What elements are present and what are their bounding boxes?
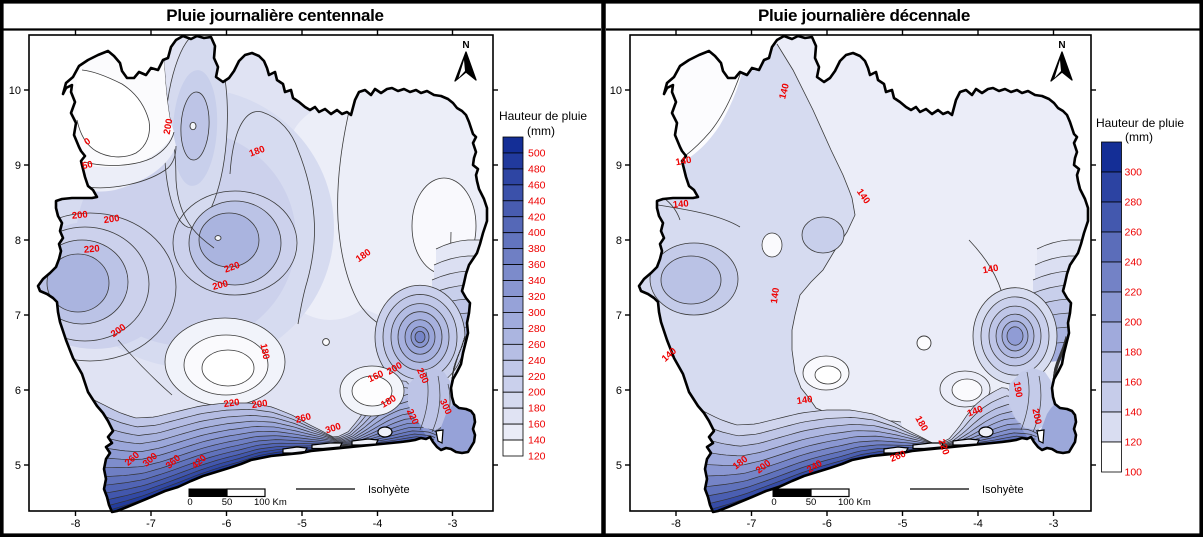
svg-text:120: 120 — [1125, 437, 1143, 449]
svg-text:480: 480 — [528, 163, 546, 175]
svg-text:(mm): (mm) — [527, 124, 555, 138]
svg-text:Isohyète: Isohyète — [982, 484, 1024, 496]
svg-text:0: 0 — [187, 497, 192, 508]
svg-text:160: 160 — [1125, 377, 1143, 389]
svg-text:50: 50 — [222, 497, 233, 508]
svg-text:500: 500 — [528, 147, 546, 159]
svg-text:140: 140 — [777, 82, 792, 100]
svg-text:120: 120 — [528, 451, 546, 463]
svg-text:5: 5 — [616, 460, 622, 472]
svg-text:8: 8 — [616, 235, 622, 247]
svg-text:Pluie journalière décennale: Pluie journalière décennale — [758, 6, 970, 25]
svg-text:0: 0 — [771, 497, 776, 508]
svg-text:(mm): (mm) — [1125, 130, 1153, 144]
svg-text:200: 200 — [251, 398, 268, 411]
svg-text:280: 280 — [1125, 197, 1143, 209]
svg-text:320: 320 — [528, 291, 546, 303]
svg-text:300: 300 — [1125, 167, 1143, 179]
svg-text:180: 180 — [248, 144, 267, 160]
svg-text:200: 200 — [162, 118, 176, 136]
svg-text:-4: -4 — [973, 518, 983, 530]
svg-text:300: 300 — [528, 307, 546, 319]
svg-text:100 Km: 100 Km — [838, 497, 871, 508]
svg-text:340: 340 — [528, 275, 546, 287]
svg-text:9: 9 — [616, 160, 622, 172]
svg-text:140: 140 — [528, 435, 546, 447]
svg-text:200: 200 — [211, 278, 229, 293]
svg-text:8: 8 — [15, 235, 21, 247]
svg-text:140: 140 — [966, 404, 985, 420]
svg-text:5: 5 — [15, 460, 21, 472]
svg-text:140: 140 — [1125, 407, 1143, 419]
svg-text:200: 200 — [1029, 408, 1043, 426]
svg-text:-5: -5 — [297, 518, 307, 530]
svg-text:140: 140 — [982, 263, 1000, 277]
svg-text:260: 260 — [528, 339, 546, 351]
svg-text:380: 380 — [528, 243, 546, 255]
svg-text:220: 220 — [223, 397, 240, 410]
svg-text:Hauteur de pluie: Hauteur de pluie — [1096, 116, 1184, 130]
svg-text:9: 9 — [15, 160, 21, 172]
svg-text:100 Km: 100 Km — [254, 497, 287, 508]
svg-text:-7: -7 — [146, 518, 156, 530]
svg-text:140: 140 — [796, 394, 813, 407]
svg-text:440: 440 — [528, 195, 546, 207]
svg-text:360: 360 — [528, 259, 546, 271]
svg-text:280: 280 — [528, 323, 546, 335]
svg-text:-8: -8 — [671, 518, 681, 530]
svg-text:N: N — [1058, 40, 1065, 51]
svg-text:160: 160 — [528, 419, 546, 431]
svg-text:180: 180 — [257, 343, 271, 361]
svg-text:220: 220 — [83, 243, 100, 255]
svg-text:-8: -8 — [71, 518, 81, 530]
svg-text:240: 240 — [528, 355, 546, 367]
svg-text:6: 6 — [15, 385, 21, 397]
svg-text:6: 6 — [616, 385, 622, 397]
svg-text:-3: -3 — [1049, 518, 1059, 530]
svg-text:220: 220 — [223, 260, 242, 276]
svg-text:-7: -7 — [747, 518, 757, 530]
svg-text:-6: -6 — [822, 518, 832, 530]
svg-text:260: 260 — [294, 411, 312, 426]
svg-text:10: 10 — [9, 85, 21, 97]
svg-text:140: 140 — [672, 198, 689, 210]
svg-text:N: N — [462, 40, 469, 51]
svg-text:400: 400 — [528, 227, 546, 239]
svg-text:460: 460 — [528, 179, 546, 191]
svg-text:50: 50 — [806, 497, 817, 508]
svg-text:200: 200 — [1125, 317, 1143, 329]
svg-text:190: 190 — [1011, 381, 1025, 399]
svg-text:-6: -6 — [222, 518, 232, 530]
svg-text:180: 180 — [528, 403, 546, 415]
svg-text:0: 0 — [82, 136, 93, 148]
svg-text:7: 7 — [15, 310, 21, 322]
svg-text:Pluie journalière centennale: Pluie journalière centennale — [166, 6, 383, 25]
svg-text:-3: -3 — [448, 518, 458, 530]
svg-text:220: 220 — [528, 371, 546, 383]
svg-text:Isohyète: Isohyète — [368, 484, 410, 496]
svg-text:Hauteur de pluie: Hauteur de pluie — [499, 109, 587, 123]
svg-text:140: 140 — [769, 287, 782, 304]
svg-text:50: 50 — [81, 159, 94, 172]
svg-text:300: 300 — [324, 421, 342, 436]
svg-text:240: 240 — [1125, 257, 1143, 269]
svg-text:220: 220 — [1125, 287, 1143, 299]
svg-text:200: 200 — [528, 387, 546, 399]
svg-text:260: 260 — [1125, 227, 1143, 239]
svg-text:420: 420 — [528, 211, 546, 223]
svg-text:10: 10 — [610, 85, 622, 97]
svg-text:140: 140 — [675, 155, 693, 169]
svg-text:7: 7 — [616, 310, 622, 322]
svg-text:220: 220 — [935, 438, 951, 457]
svg-text:180: 180 — [1125, 347, 1143, 359]
svg-text:-4: -4 — [373, 518, 383, 530]
svg-text:100: 100 — [1125, 467, 1143, 479]
svg-text:-5: -5 — [898, 518, 908, 530]
svg-text:200: 200 — [71, 209, 88, 221]
svg-text:200: 200 — [103, 213, 120, 226]
